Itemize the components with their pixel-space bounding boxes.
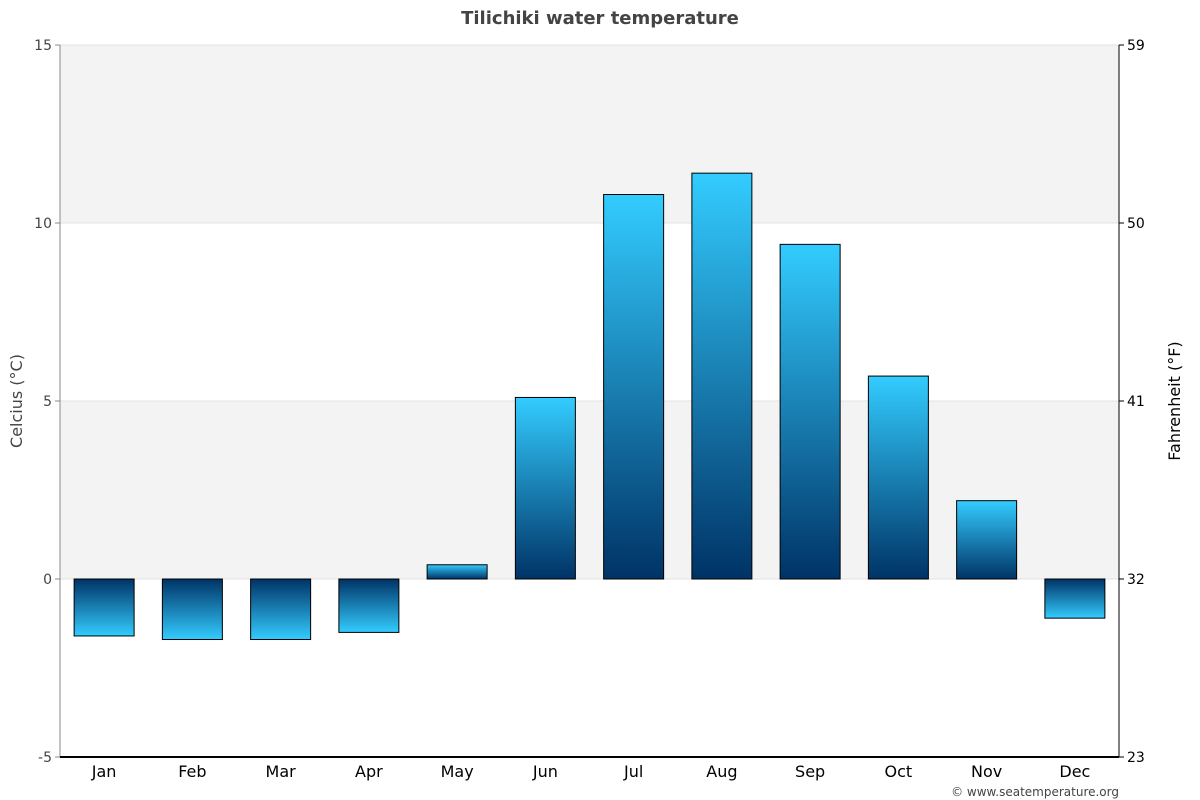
x-tick-label: Aug <box>706 762 737 781</box>
bar-jun <box>514 396 576 580</box>
bar-sep <box>779 243 841 580</box>
x-tick-label: May <box>441 762 474 781</box>
x-tick-label: Sep <box>795 762 825 781</box>
bar-aug <box>691 172 753 580</box>
y-tick-label-right: 41 <box>1127 394 1145 410</box>
bar-apr <box>338 578 400 633</box>
x-tick-label: Apr <box>355 762 383 781</box>
grid-band <box>60 401 1119 579</box>
x-tick-label: Jul <box>623 762 643 781</box>
x-tick-label: Nov <box>971 762 1002 781</box>
credit: © www.seatemperature.org <box>951 785 1119 799</box>
y-tick-label-right: 59 <box>1127 38 1145 54</box>
y-tick-label-right: 50 <box>1127 216 1145 232</box>
y-tick-label-left: 5 <box>43 394 52 410</box>
y-tick-label-left: 15 <box>34 38 52 54</box>
y-tick-label-right: 23 <box>1127 750 1145 766</box>
y-axis-label-right: Fahrenheit (°F) <box>1165 341 1184 460</box>
bar-jan <box>73 578 135 637</box>
chart-title: Tilichiki water temperature <box>461 8 739 29</box>
x-tick-label: Mar <box>266 762 297 781</box>
x-tick-label: Jan <box>91 762 117 781</box>
bar-jul <box>603 194 665 580</box>
y-tick-label-left: 10 <box>34 216 52 232</box>
bar-nov <box>956 500 1018 580</box>
y-tick-label-left: 0 <box>43 572 52 588</box>
x-tick-label: Oct <box>885 762 913 781</box>
x-tick-label: Feb <box>178 762 206 781</box>
bar-feb <box>161 578 223 641</box>
y-tick-label-right: 32 <box>1127 572 1145 588</box>
y-axis-label-left: Celcius (°C) <box>7 354 26 448</box>
y-tick-label-left: -5 <box>38 750 52 766</box>
bar-may <box>426 564 488 580</box>
grid-band <box>60 45 1119 223</box>
bar-dec <box>1044 578 1106 619</box>
x-tick-label: Dec <box>1059 762 1090 781</box>
bar-mar <box>250 578 312 641</box>
x-tick-label: Jun <box>532 762 558 781</box>
bar-oct <box>867 375 929 580</box>
